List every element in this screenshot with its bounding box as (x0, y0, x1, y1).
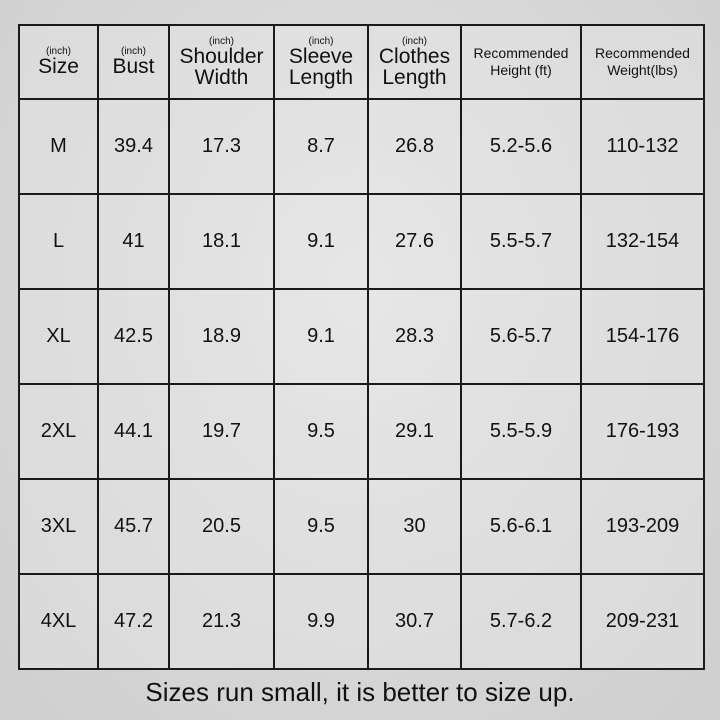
header-label: Bust (112, 55, 155, 78)
table-cell: 29.1 (367, 383, 462, 480)
header-label: Recommended (473, 44, 569, 61)
table-cell: XL (18, 288, 99, 385)
header-label-line2: Length (382, 65, 447, 89)
unit-label: (inch) (45, 46, 71, 57)
table-cell: L (18, 193, 99, 290)
header-label-line2: Height (ft) (490, 62, 552, 78)
table-cell: 5.5-5.7 (460, 193, 582, 290)
table-row: L 41 18.1 9.1 27.6 5.5-5.7 132-154 (18, 193, 705, 290)
table-cell: 30.7 (367, 573, 462, 670)
table-cell: 30 (367, 478, 462, 575)
unit-label: (inch) (208, 35, 234, 47)
table-cell: 209-231 (580, 573, 705, 670)
table-cell: 45.7 (97, 478, 170, 575)
table-cell: 5.5-5.9 (460, 383, 582, 480)
header-label: Size (38, 55, 79, 78)
table-cell: 5.6-5.7 (460, 288, 582, 385)
table-cell: 21.3 (168, 573, 275, 670)
table-cell: 19.7 (168, 383, 275, 480)
column-header: (inch) Clothes Length (367, 24, 462, 100)
table-cell: 8.7 (273, 98, 369, 195)
table-cell: 9.5 (273, 383, 369, 480)
header-label: Shoulder (179, 44, 264, 68)
table-cell: 5.7-6.2 (460, 573, 582, 670)
header-label-line2: Weight(lbs) (607, 62, 678, 78)
table-cell: 110-132 (580, 98, 705, 195)
table-cell: 39.4 (97, 98, 170, 195)
table-cell: 154-176 (580, 288, 705, 385)
table-cell: 18.1 (168, 193, 275, 290)
table-cell: 18.9 (168, 288, 275, 385)
column-header: (inch) Bust (97, 24, 170, 100)
table-row: 2XL 44.1 19.7 9.5 29.1 5.5-5.9 176-193 (18, 383, 705, 480)
column-header: (inch) Shoulder Width (168, 24, 275, 100)
table-cell: 9.1 (273, 193, 369, 290)
column-header: (inch) Sleeve Length (273, 24, 369, 100)
unit-label: (inch) (120, 46, 146, 57)
table-cell: 193-209 (580, 478, 705, 575)
table-row: 3XL 45.7 20.5 9.5 30 5.6-6.1 193-209 (18, 478, 705, 575)
unit-label: (inch) (308, 35, 334, 47)
table-cell: M (18, 98, 99, 195)
table-cell: 176-193 (580, 383, 705, 480)
table-cell: 4XL (18, 573, 99, 670)
table-row: XL 42.5 18.9 9.1 28.3 5.6-5.7 154-176 (18, 288, 705, 385)
table-cell: 44.1 (97, 383, 170, 480)
table-row: M 39.4 17.3 8.7 26.8 5.2-5.6 110-132 (18, 98, 705, 195)
table-cell: 17.3 (168, 98, 275, 195)
table-cell: 2XL (18, 383, 99, 480)
table-cell: 42.5 (97, 288, 170, 385)
table-cell: 5.2-5.6 (460, 98, 582, 195)
table-cell: 28.3 (367, 288, 462, 385)
table-cell: 5.6-6.1 (460, 478, 582, 575)
header-label-line2: Length (288, 65, 354, 89)
table-cell: 9.5 (273, 478, 369, 575)
table-cell: 3XL (18, 478, 99, 575)
table-cell: 9.9 (273, 573, 369, 670)
table-cell: 41 (97, 193, 170, 290)
column-header: (inch) Size (18, 24, 99, 100)
header-label-line2: Width (194, 65, 249, 89)
header-label: Recommended (595, 44, 690, 61)
header-label: Clothes (378, 44, 451, 68)
header-label: Sleeve (288, 44, 354, 68)
table-cell: 26.8 (367, 98, 462, 195)
table-cell: 20.5 (168, 478, 275, 575)
table-row: 4XL 47.2 21.3 9.9 30.7 5.7-6.2 209-231 (18, 573, 705, 670)
table-cell: 47.2 (97, 573, 170, 670)
table-cell: 132-154 (580, 193, 705, 290)
header-row: (inch) Size (inch) Bust (inch) Shoulder Width(… (18, 24, 705, 100)
table-cell: 9.1 (273, 288, 369, 385)
column-header: Recommended Weight(lbs) (580, 24, 705, 100)
sizing-note: Sizes run small, it is better to size up… (145, 677, 575, 707)
column-header: Recommended Height (ft) (460, 24, 582, 100)
size-chart-table: (inch) Size (inch) Bust (inch) Shoulder Width(… (18, 24, 705, 670)
table-cell: 27.6 (367, 193, 462, 290)
unit-label: (inch) (401, 35, 427, 47)
